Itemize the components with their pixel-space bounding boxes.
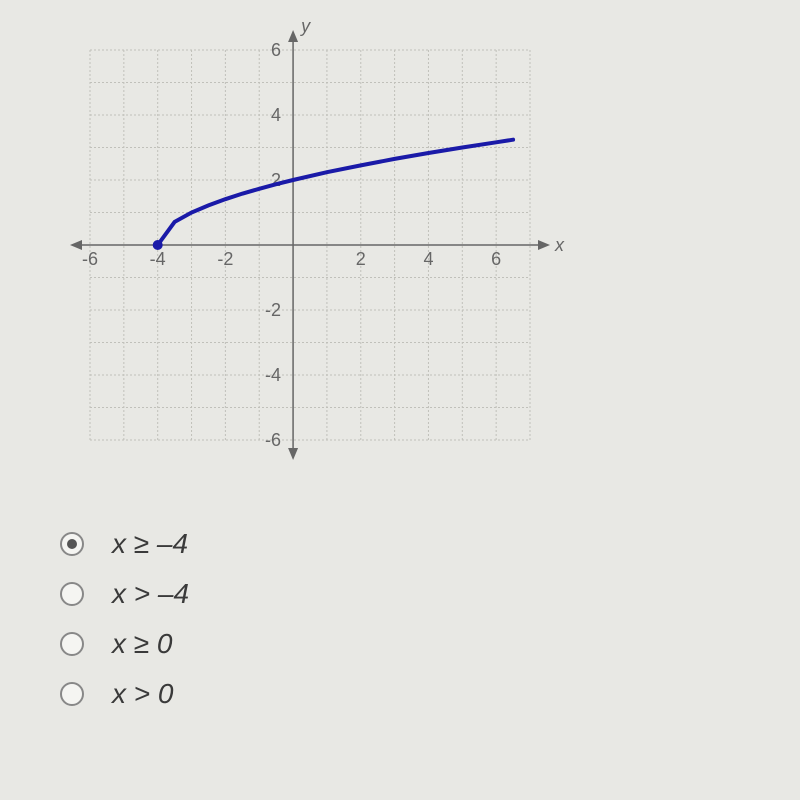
option-3-label: x ≥ 0 — [112, 628, 173, 660]
option-4[interactable]: x > 0 — [60, 678, 189, 710]
svg-text:-6: -6 — [82, 249, 98, 269]
radio-4[interactable] — [60, 682, 84, 706]
svg-text:-6: -6 — [265, 430, 281, 450]
svg-text:-4: -4 — [265, 365, 281, 385]
svg-text:x: x — [554, 235, 565, 255]
option-3[interactable]: x ≥ 0 — [60, 628, 189, 660]
radio-2[interactable] — [60, 582, 84, 606]
svg-text:y: y — [299, 20, 311, 36]
svg-text:2: 2 — [356, 249, 366, 269]
radio-3[interactable] — [60, 632, 84, 656]
svg-text:-2: -2 — [265, 300, 281, 320]
graph-container: -6-4-2246-6-4-2246xy — [50, 20, 570, 480]
option-4-label: x > 0 — [112, 678, 173, 710]
option-1-label: x ≥ –4 — [112, 528, 188, 560]
svg-text:6: 6 — [491, 249, 501, 269]
svg-text:-2: -2 — [217, 249, 233, 269]
option-1[interactable]: x ≥ –4 — [60, 528, 189, 560]
svg-text:6: 6 — [271, 40, 281, 60]
svg-text:-4: -4 — [150, 249, 166, 269]
svg-text:4: 4 — [423, 249, 433, 269]
chart-svg: -6-4-2246-6-4-2246xy — [50, 20, 570, 480]
radio-1[interactable] — [60, 532, 84, 556]
option-2-label: x > –4 — [112, 578, 189, 610]
option-2[interactable]: x > –4 — [60, 578, 189, 610]
answer-options: x ≥ –4 x > –4 x ≥ 0 x > 0 — [60, 510, 189, 728]
svg-text:4: 4 — [271, 105, 281, 125]
